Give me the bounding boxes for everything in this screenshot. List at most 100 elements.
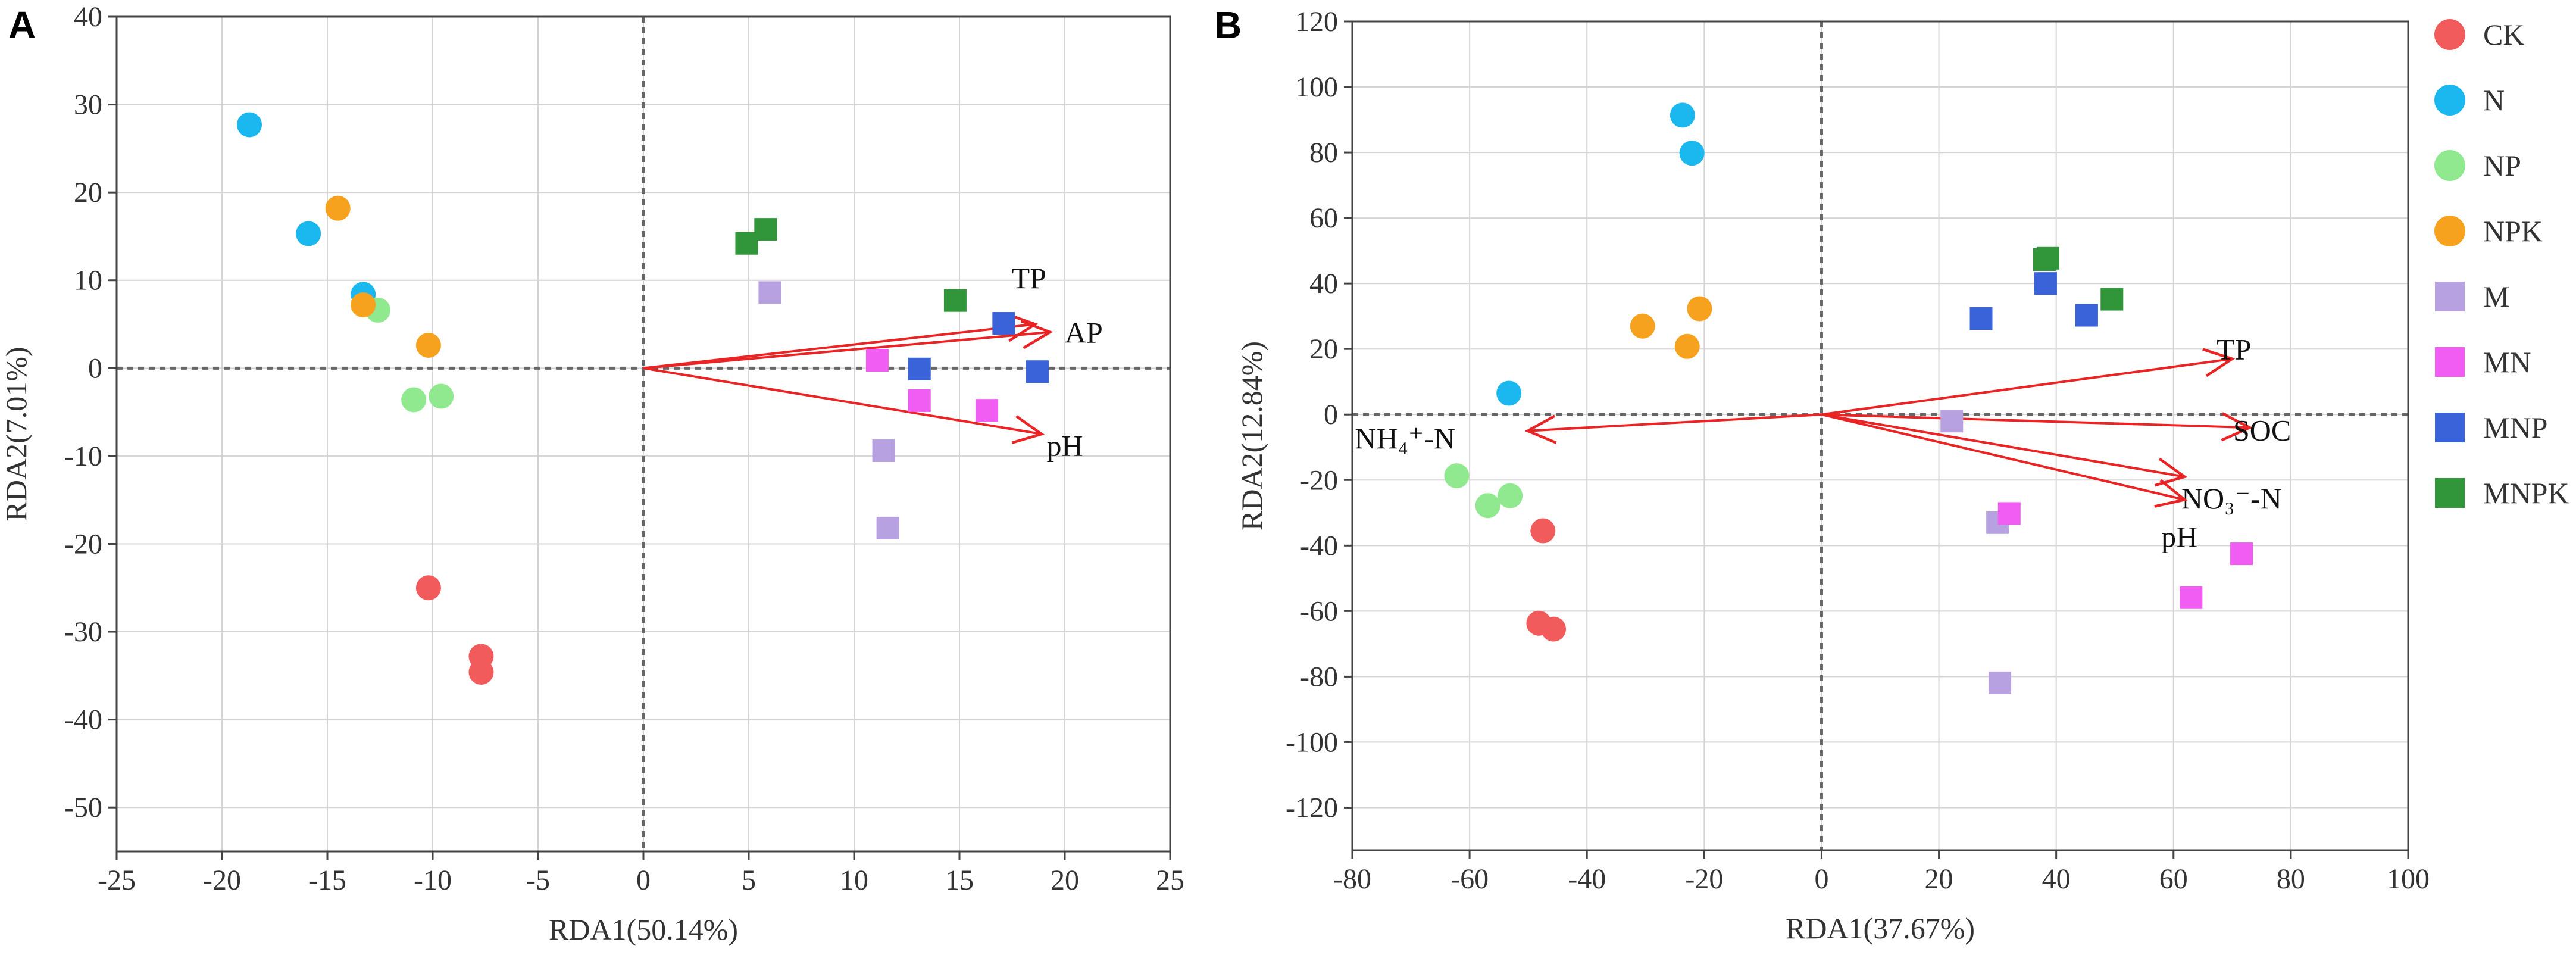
- legend-marker-m: [2435, 282, 2465, 311]
- a-vector-label-1: AP: [1065, 316, 1103, 349]
- legend-marker-ck: [2434, 19, 2465, 50]
- legend-marker-np: [2434, 150, 2465, 181]
- a-point-m-1: [872, 439, 895, 463]
- x-axis-label-b: RDA1(37.67%): [1786, 912, 1975, 945]
- b-y-tick-label: 40: [1309, 268, 1338, 299]
- a-x-tick-label: 25: [1156, 865, 1184, 896]
- b-vector-label-4: NH₄⁺-N: [1355, 422, 1455, 455]
- a-y-tick-label: 40: [74, 1, 102, 33]
- legend-marker-mn: [2435, 347, 2465, 377]
- b-vector-arrowhead-1: [2221, 412, 2253, 442]
- a-y-tick-label: -40: [64, 704, 102, 736]
- a-point-mn-1: [908, 389, 931, 412]
- b-y-tick-label: -40: [1300, 530, 1338, 561]
- b-vector-0: [1821, 357, 2233, 416]
- a-vector-2: [643, 367, 1042, 435]
- b-x-tick-label: 80: [2277, 863, 2305, 895]
- a-x-tick-label: 15: [945, 865, 974, 896]
- b-point-mn-0: [1997, 502, 2021, 525]
- a-point-mn-0: [865, 349, 889, 372]
- a-y-tick-label: -50: [64, 792, 102, 823]
- a-point-mnp-0: [908, 357, 931, 380]
- b-x-tick-label: 0: [1814, 863, 1828, 895]
- b-point-npk-2: [1687, 296, 1712, 322]
- b-point-np-0: [1444, 463, 1470, 489]
- a-point-mn-2: [976, 399, 999, 422]
- b-vector-1: [1821, 413, 2250, 429]
- panel-label-b: B: [1214, 4, 1242, 46]
- b-x-tick-label: -20: [1685, 863, 1723, 895]
- b-x-tick-label: -80: [1333, 863, 1371, 895]
- b-vector-2: [1821, 413, 2185, 478]
- a-y-tick-label: -10: [64, 441, 102, 472]
- legend-marker-npk: [2434, 216, 2465, 246]
- a-point-npk-0: [325, 195, 351, 221]
- legend-marker-n: [2434, 85, 2465, 116]
- legend-label-npk: NPK: [2483, 214, 2543, 248]
- b-point-np-1: [1475, 493, 1500, 519]
- plot-frame-b: [1351, 20, 2409, 851]
- b-point-n-2: [1496, 380, 1522, 406]
- b-vector-label-1: SOC: [2233, 414, 2291, 447]
- legend: CK N NP NPK M MN MNP MNPK: [2434, 18, 2569, 510]
- a-point-m-0: [758, 281, 781, 304]
- a-x-tick-label: -15: [308, 865, 346, 896]
- legend-label-m: M: [2483, 280, 2509, 313]
- a-point-np-2: [429, 383, 454, 409]
- b-x-tick-label: -40: [1568, 863, 1606, 895]
- b-y-tick-label: -100: [1286, 726, 1338, 758]
- b-y-tick-label: -80: [1300, 661, 1338, 692]
- a-x-tick-label: 5: [742, 865, 756, 896]
- b-vector-label-2: NO₃⁻-N: [2181, 482, 2282, 515]
- legend-marker-mnp: [2435, 413, 2465, 442]
- panel-b: B -80 -60 -40 -20 0 20 40 60 80 100 120 100 80 60 40 20…: [1214, 4, 2430, 945]
- legend-label-ck: CK: [2483, 18, 2524, 51]
- b-y-tick-label: 60: [1309, 202, 1338, 234]
- b-point-ck-0: [1530, 518, 1556, 544]
- a-vector-arrowhead-2: [1011, 415, 1045, 444]
- b-y-tick-label: 0: [1324, 399, 1338, 430]
- b-point-mnp-0: [1969, 307, 1993, 330]
- a-point-mnpk-0: [735, 232, 758, 255]
- a-x-tick-label: -5: [526, 865, 550, 896]
- a-vector-0: [643, 323, 1036, 370]
- b-vector-arrowhead-0: [2202, 348, 2236, 377]
- a-y-tick-label: -20: [64, 528, 102, 560]
- b-y-tick-label: 80: [1309, 137, 1338, 168]
- a-point-npk-2: [415, 332, 441, 358]
- b-point-n-1: [1679, 141, 1705, 166]
- b-vector-label-3: pH: [2161, 520, 2197, 554]
- a-point-mnp-2: [1026, 360, 1049, 383]
- b-point-ck-2: [1541, 616, 1567, 642]
- b-point-n-0: [1670, 102, 1695, 128]
- a-vector-label-2: pH: [1046, 429, 1083, 463]
- a-x-tick-label: 20: [1051, 865, 1079, 896]
- b-point-mn-1: [2180, 586, 2203, 609]
- a-point-mnpk-2: [943, 289, 967, 312]
- b-vector-arrowhead-4: [1524, 414, 1557, 444]
- b-y-tick-label: -120: [1286, 792, 1338, 823]
- b-point-mnpk-2: [2100, 288, 2124, 311]
- a-y-tick-label: 30: [74, 89, 102, 121]
- b-point-mnp-1: [2034, 272, 2057, 295]
- x-axis-label-a: RDA1(50.14%): [549, 913, 738, 946]
- a-y-tick-label: 10: [74, 265, 102, 297]
- a-point-n-0: [237, 112, 262, 138]
- legend-label-mn: MN: [2483, 345, 2531, 379]
- legend-marker-mnpk: [2435, 478, 2465, 508]
- a-y-tick-label: 0: [88, 352, 102, 384]
- a-point-mnp-1: [992, 312, 1015, 335]
- a-point-m-2: [876, 516, 899, 539]
- b-point-m-2: [1989, 671, 2012, 694]
- a-point-n-1: [296, 221, 321, 246]
- b-vector-3: [1821, 413, 2185, 501]
- b-point-mn-2: [2230, 542, 2253, 566]
- b-vector-4: [1527, 413, 1822, 432]
- a-point-ck-0: [415, 575, 441, 601]
- b-y-tick-label: 120: [1295, 6, 1338, 38]
- a-x-tick-label: -25: [98, 865, 136, 896]
- a-x-tick-label: -20: [203, 865, 241, 896]
- b-vector-arrowhead-3: [2154, 479, 2188, 508]
- b-point-mnpk-1: [2036, 246, 2059, 270]
